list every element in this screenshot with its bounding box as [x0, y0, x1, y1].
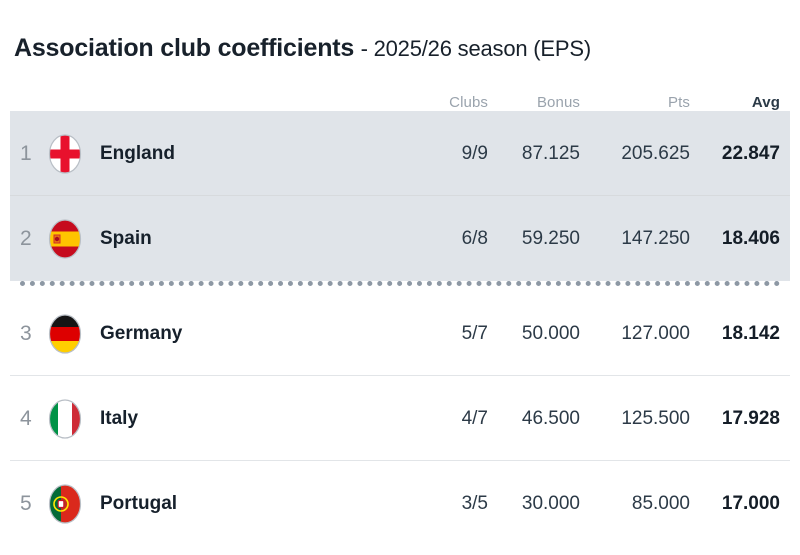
row-rank: 2 — [20, 226, 32, 250]
row-country-name: England — [100, 142, 175, 164]
flag-spain-icon — [44, 218, 86, 260]
row-bonus: 46.500 — [521, 407, 580, 429]
row-bonus: 50.000 — [521, 322, 580, 344]
row-bonus: 59.250 — [521, 227, 580, 249]
page-title-main: Association club coefficients — [14, 34, 355, 62]
row-avg: 18.142 — [721, 322, 780, 344]
table-row[interactable]: 3 Germany 5/7 50.000 1 — [10, 291, 790, 376]
flag-germany-icon — [44, 313, 86, 355]
row-country-name: Italy — [100, 407, 139, 429]
table-body: 1 England 9/9 87.125 2 — [10, 111, 790, 546]
row-rank: 3 — [20, 321, 32, 345]
row-pts: 85.000 — [631, 492, 690, 514]
row-pts: 127.000 — [621, 322, 690, 344]
coefficients-table: Clubs Bonus Pts Avg 1 — [0, 79, 800, 546]
page-title-subtitle: - 2025/26 season (EPS) — [360, 36, 592, 61]
table-row[interactable]: 2 — [10, 196, 790, 281]
flag-portugal-icon — [44, 483, 86, 525]
row-bonus: 30.000 — [521, 492, 580, 514]
row-avg: 17.928 — [721, 407, 780, 429]
row-country-name: Portugal — [100, 492, 178, 514]
table-row[interactable]: 1 England 9/9 87.125 2 — [10, 111, 790, 196]
row-country-name: Germany — [100, 322, 183, 344]
qualification-separator — [20, 281, 780, 291]
row-pts: 147.250 — [621, 227, 690, 249]
row-pts: 205.625 — [621, 142, 690, 164]
row-clubs: 6/8 — [461, 227, 488, 249]
row-clubs: 3/5 — [461, 492, 488, 514]
row-avg: 17.000 — [721, 492, 780, 514]
row-avg: 18.406 — [721, 227, 780, 249]
row-avg: 22.847 — [721, 142, 780, 164]
row-rank: 4 — [20, 406, 32, 430]
page-title: Association club coefficients - 2025/26 … — [0, 0, 800, 63]
table-header-row: Clubs Bonus Pts Avg — [0, 79, 800, 111]
flag-england-icon — [44, 133, 86, 175]
row-pts: 125.500 — [621, 407, 690, 429]
row-country-name: Spain — [100, 227, 152, 249]
table-row[interactable]: 5 Portugal — [10, 461, 790, 546]
flag-italy-icon — [44, 398, 86, 440]
table-row[interactable]: 4 Italy 4/7 46.500 125 — [10, 376, 790, 461]
column-header-bonus[interactable]: Bonus — [536, 94, 580, 111]
row-clubs: 9/9 — [461, 142, 488, 164]
row-rank: 1 — [20, 141, 32, 165]
row-rank: 5 — [20, 491, 32, 515]
column-header-clubs[interactable]: Clubs — [449, 94, 488, 111]
column-header-pts[interactable]: Pts — [668, 94, 690, 111]
row-clubs: 5/7 — [461, 322, 488, 344]
row-clubs: 4/7 — [461, 407, 488, 429]
column-header-avg[interactable]: Avg — [751, 94, 780, 111]
row-bonus: 87.125 — [521, 142, 580, 164]
